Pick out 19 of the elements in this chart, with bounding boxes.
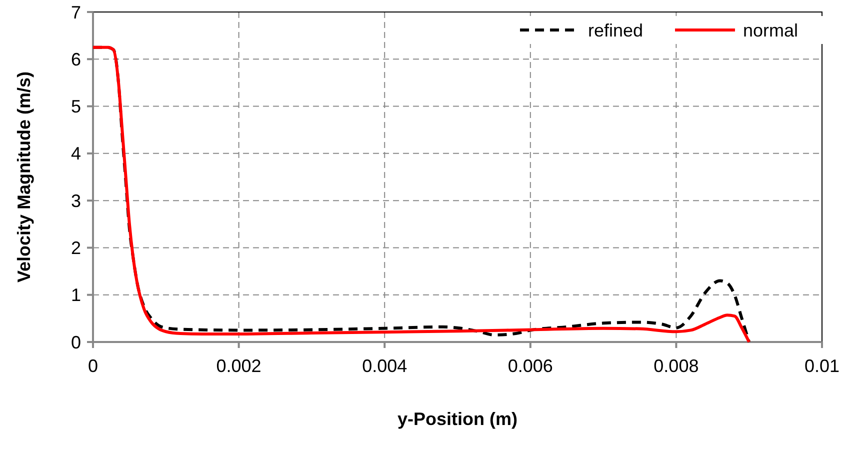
x-tick-label: 0.004 [362,356,408,376]
x-axis-title: y-Position (m) [398,409,518,429]
x-tick-label: 0.006 [508,356,553,376]
y-tick-label: 5 [70,96,81,117]
y-tick-label: 4 [70,144,81,164]
legend-label: refined [588,20,644,40]
x-tick-label: 0.008 [654,356,699,376]
x-tick-label: 0.01 [804,356,840,376]
y-tick-label: 6 [70,49,81,70]
y-tick-label: 2 [70,238,81,258]
y-tick-label: 3 [70,190,81,211]
y-tick-label: 1 [70,285,81,306]
legend-label: normal [743,20,798,40]
y-tick-label: 0 [70,332,81,352]
x-tick-label: 0.002 [216,356,262,376]
y-tick-label: 7 [70,2,81,22]
x-tick-label: 0 [88,356,98,376]
line-series [92,46,751,344]
y-axis-title: Velocity Magnitude (m/s) [14,71,34,283]
